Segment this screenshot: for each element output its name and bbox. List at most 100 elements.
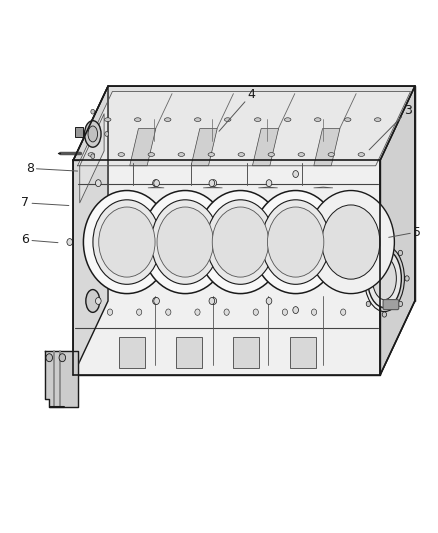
Ellipse shape xyxy=(142,190,229,294)
Polygon shape xyxy=(314,128,340,166)
Ellipse shape xyxy=(358,152,364,156)
Polygon shape xyxy=(78,92,410,166)
Ellipse shape xyxy=(382,312,387,317)
Ellipse shape xyxy=(164,118,171,122)
Ellipse shape xyxy=(328,152,335,156)
Polygon shape xyxy=(258,187,278,188)
Ellipse shape xyxy=(398,301,403,306)
Ellipse shape xyxy=(86,289,100,312)
Ellipse shape xyxy=(268,207,324,277)
Ellipse shape xyxy=(314,118,321,122)
Polygon shape xyxy=(73,86,415,160)
Ellipse shape xyxy=(266,180,272,187)
Text: 4: 4 xyxy=(219,87,256,131)
Polygon shape xyxy=(380,86,415,375)
Ellipse shape xyxy=(180,239,186,246)
Text: 8: 8 xyxy=(26,162,78,175)
Ellipse shape xyxy=(209,180,215,187)
Ellipse shape xyxy=(224,309,229,316)
Ellipse shape xyxy=(350,239,356,246)
Ellipse shape xyxy=(298,152,304,156)
Ellipse shape xyxy=(366,251,371,256)
Ellipse shape xyxy=(134,118,141,122)
Polygon shape xyxy=(73,301,415,375)
Ellipse shape xyxy=(88,152,95,156)
Ellipse shape xyxy=(83,190,170,294)
Ellipse shape xyxy=(154,297,159,304)
Ellipse shape xyxy=(85,120,101,147)
Ellipse shape xyxy=(95,297,101,304)
Text: 5: 5 xyxy=(389,225,421,239)
Ellipse shape xyxy=(360,276,364,281)
Ellipse shape xyxy=(367,249,401,308)
Text: 6: 6 xyxy=(21,233,58,246)
Text: 7: 7 xyxy=(21,196,69,209)
Polygon shape xyxy=(73,160,380,375)
Bar xyxy=(290,337,316,368)
Polygon shape xyxy=(130,128,156,166)
Ellipse shape xyxy=(46,354,53,362)
Ellipse shape xyxy=(238,152,244,156)
Ellipse shape xyxy=(283,309,287,316)
Ellipse shape xyxy=(197,190,284,294)
Ellipse shape xyxy=(293,171,298,177)
Polygon shape xyxy=(80,114,104,203)
Ellipse shape xyxy=(148,152,155,156)
Ellipse shape xyxy=(118,152,124,156)
Polygon shape xyxy=(73,86,108,375)
Text: 3: 3 xyxy=(369,103,412,150)
Ellipse shape xyxy=(93,200,161,284)
Ellipse shape xyxy=(372,257,396,300)
Ellipse shape xyxy=(382,240,387,245)
Ellipse shape xyxy=(268,152,275,156)
Ellipse shape xyxy=(240,239,245,246)
Ellipse shape xyxy=(261,200,330,284)
Ellipse shape xyxy=(293,306,298,313)
Ellipse shape xyxy=(153,297,158,304)
Ellipse shape xyxy=(194,118,201,122)
Ellipse shape xyxy=(236,239,241,246)
Ellipse shape xyxy=(91,109,95,114)
Ellipse shape xyxy=(59,354,66,362)
Bar xyxy=(233,337,259,368)
Bar xyxy=(176,337,202,368)
Ellipse shape xyxy=(99,207,155,277)
Ellipse shape xyxy=(211,297,217,304)
Polygon shape xyxy=(314,187,333,188)
Ellipse shape xyxy=(252,190,339,294)
Ellipse shape xyxy=(322,205,380,279)
Ellipse shape xyxy=(253,309,258,316)
Ellipse shape xyxy=(125,239,131,246)
Ellipse shape xyxy=(95,180,101,187)
Ellipse shape xyxy=(284,118,291,122)
Polygon shape xyxy=(191,128,217,166)
Polygon shape xyxy=(203,187,223,188)
Ellipse shape xyxy=(398,251,403,256)
Ellipse shape xyxy=(366,301,371,306)
Ellipse shape xyxy=(311,309,317,316)
Ellipse shape xyxy=(209,297,215,304)
Ellipse shape xyxy=(154,180,159,187)
Ellipse shape xyxy=(77,132,81,136)
Ellipse shape xyxy=(341,309,346,316)
Ellipse shape xyxy=(206,200,274,284)
Ellipse shape xyxy=(405,276,409,281)
Ellipse shape xyxy=(181,239,187,246)
Ellipse shape xyxy=(195,309,200,316)
Ellipse shape xyxy=(178,152,184,156)
Ellipse shape xyxy=(212,207,268,277)
Ellipse shape xyxy=(91,154,95,159)
Polygon shape xyxy=(45,351,78,407)
Ellipse shape xyxy=(254,118,261,122)
Ellipse shape xyxy=(295,239,300,246)
Ellipse shape xyxy=(151,200,219,284)
Ellipse shape xyxy=(211,180,217,187)
Ellipse shape xyxy=(224,118,231,122)
Bar xyxy=(119,337,145,368)
Ellipse shape xyxy=(137,309,142,316)
Ellipse shape xyxy=(105,132,109,136)
Ellipse shape xyxy=(374,118,381,122)
Ellipse shape xyxy=(107,309,113,316)
Ellipse shape xyxy=(157,207,213,277)
Polygon shape xyxy=(252,128,279,166)
